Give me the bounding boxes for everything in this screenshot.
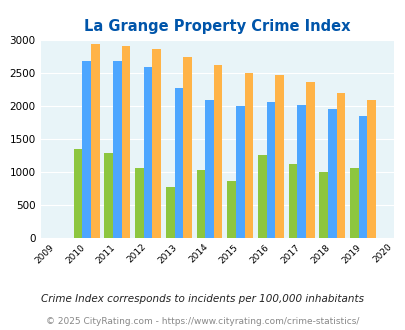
Bar [336, 93, 344, 238]
Bar [296, 105, 305, 238]
Bar [135, 168, 143, 238]
Bar [122, 46, 130, 238]
Text: © 2025 CityRating.com - https://www.cityrating.com/crime-statistics/: © 2025 CityRating.com - https://www.city… [46, 317, 359, 326]
Bar [82, 61, 91, 238]
Bar [183, 57, 191, 238]
Bar [91, 44, 99, 238]
Bar [358, 115, 367, 238]
Bar [235, 106, 244, 238]
Bar [288, 164, 296, 238]
Text: Crime Index corresponds to incidents per 100,000 inhabitants: Crime Index corresponds to incidents per… [41, 294, 364, 304]
Bar [113, 61, 121, 238]
Bar [319, 172, 327, 238]
Bar [327, 109, 336, 238]
Bar [74, 148, 82, 238]
Title: La Grange Property Crime Index: La Grange Property Crime Index [84, 19, 350, 34]
Bar [258, 155, 266, 238]
Bar [244, 73, 253, 238]
Bar [305, 82, 314, 238]
Bar [196, 170, 205, 238]
Bar [367, 100, 375, 238]
Bar [174, 88, 183, 238]
Bar [166, 187, 174, 238]
Bar [104, 153, 113, 238]
Bar [275, 75, 283, 238]
Bar [350, 168, 358, 238]
Bar [266, 102, 275, 238]
Bar [227, 181, 235, 238]
Bar [152, 49, 161, 238]
Bar [213, 65, 222, 238]
Bar [205, 100, 213, 238]
Bar [143, 67, 152, 238]
